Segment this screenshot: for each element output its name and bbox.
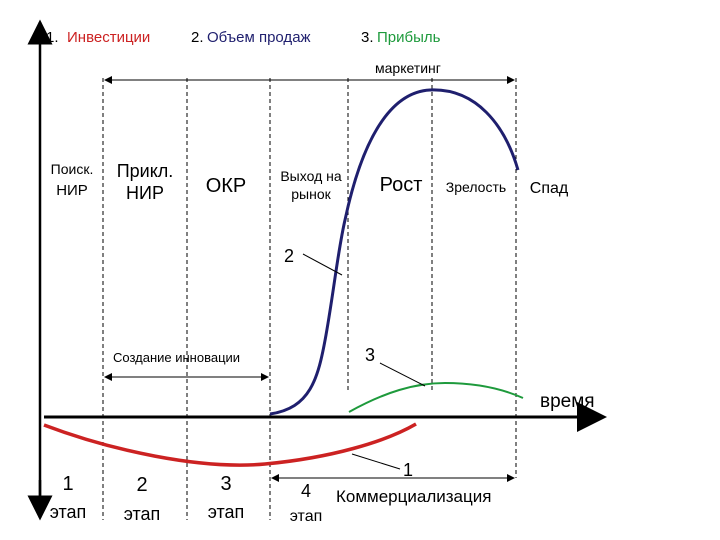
investments-curve-number: 1 bbox=[403, 460, 413, 480]
header-okr: ОКР bbox=[206, 175, 247, 197]
stage-1-word: этап bbox=[50, 502, 87, 522]
header-decline: Спад bbox=[530, 180, 569, 197]
header-search-research-1: Поиск. bbox=[51, 161, 94, 177]
profit-curve-number: 3 bbox=[365, 345, 375, 365]
sales-pointer bbox=[302, 253, 343, 276]
commercialization-label: Коммерциализация bbox=[336, 487, 491, 506]
investments-curve bbox=[43, 422, 417, 467]
stage-3-word: этап bbox=[208, 502, 245, 522]
header-growth: Рост bbox=[380, 174, 423, 196]
marketing-label: маркетинг bbox=[375, 60, 441, 76]
legend-profit: Прибыль bbox=[377, 29, 441, 46]
time-axis-label: время bbox=[540, 391, 595, 412]
phase-separators bbox=[102, 78, 517, 520]
header-search-research-2: НИР bbox=[56, 182, 88, 199]
legend-sales-volume: Объем продаж bbox=[207, 29, 311, 46]
sales-volume-curve bbox=[269, 88, 520, 416]
legend-num-1: 1. bbox=[46, 29, 59, 46]
sales-curve-number: 2 bbox=[284, 246, 294, 266]
legend-num-2: 2. bbox=[191, 29, 204, 46]
stage-4-word: этап bbox=[290, 508, 323, 525]
stage-1-number: 1 bbox=[62, 473, 73, 495]
stage-3-number: 3 bbox=[220, 473, 231, 495]
stage-2-word: этап bbox=[124, 504, 161, 524]
stage-4-number: 4 bbox=[301, 481, 311, 501]
header-market-entry-2: рынок bbox=[291, 186, 331, 202]
header-maturity: Зрелость bbox=[446, 179, 506, 195]
innovation-label: Создание инновации bbox=[113, 350, 240, 365]
header-market-entry-1: Выход на bbox=[280, 168, 342, 184]
investments-pointer bbox=[351, 453, 401, 470]
legend-num-3: 3. bbox=[361, 29, 374, 46]
header-applied-research-2: НИР bbox=[126, 183, 164, 203]
stage-2-number: 2 bbox=[136, 474, 147, 496]
profit-curve bbox=[348, 381, 524, 413]
header-applied-research-1: Прикл. bbox=[117, 161, 174, 181]
profit-pointer bbox=[379, 362, 426, 387]
legend-investments: Инвестиции bbox=[67, 29, 150, 46]
